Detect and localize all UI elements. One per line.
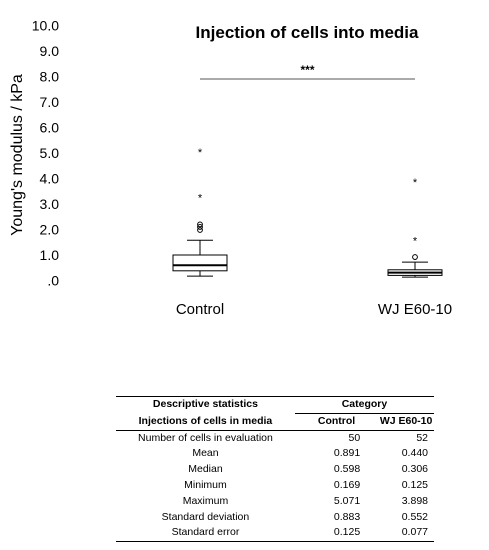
y-tick-label: 9.0 — [40, 43, 60, 59]
wj-value: 3.898 — [401, 494, 428, 507]
wj-value: 52 — [416, 431, 428, 444]
extreme-point: * — [413, 177, 418, 189]
x-category-label: Control — [176, 301, 224, 318]
row-label: Minimum — [184, 478, 227, 491]
row-label: Median — [188, 463, 223, 476]
table-row: Standard error 0.125 0.077 — [116, 525, 434, 543]
boxplot-chart: Injection of cells into media Young's mo… — [9, 18, 452, 319]
descriptive-statistics-table: Descriptive statistics Category Injectio… — [116, 396, 434, 543]
y-tick-label: 4.0 — [40, 171, 60, 187]
table-row: Median 0.598 0.306 — [116, 462, 434, 478]
significance-bracket: *** — [200, 63, 415, 80]
wj-value: 0.306 — [401, 463, 428, 476]
table-subtitle: Injections of cells in media — [116, 413, 295, 431]
x-category-label: WJ E60-10 — [378, 301, 452, 318]
y-tick-label: 5.0 — [40, 145, 60, 161]
y-axis: .0 1.0 2.0 3.0 4.0 5.0 6.0 7.0 8.0 9.0 10.0 — [32, 18, 59, 289]
y-tick-label: 8.0 — [40, 69, 60, 85]
y-tick-label: .0 — [47, 273, 59, 289]
y-tick-label: 6.0 — [40, 120, 60, 136]
outlier-point — [197, 227, 203, 233]
box-control: ** — [172, 147, 228, 277]
row-label: Standard error — [116, 525, 295, 543]
control-value: 5.071 — [333, 494, 361, 507]
boxes: **** — [172, 147, 443, 278]
row-label: Maximum — [182, 494, 229, 507]
table-row: Number of cells in evaluation 50 52 — [116, 430, 434, 446]
box-wj-e60-10: ** — [387, 177, 443, 278]
y-tick-label: 1.0 — [40, 247, 60, 263]
control-value: 0.125 — [294, 525, 379, 543]
table-row: Maximum 5.071 3.898 — [116, 494, 434, 510]
row-label: Mean — [192, 447, 219, 460]
extreme-point: * — [413, 236, 418, 248]
outlier-point — [197, 224, 203, 230]
iqr-box — [172, 254, 228, 272]
column-header-wj: WJ E60-10 — [378, 413, 434, 431]
y-tick-label: 2.0 — [40, 222, 60, 238]
table-row: Minimum 0.169 0.125 — [116, 478, 434, 494]
wj-value: 0.125 — [401, 478, 428, 491]
y-axis-label: Young's modulus / kPa — [9, 74, 26, 236]
table-row: Mean 0.891 0.440 — [116, 446, 434, 462]
y-tick-label: 10.0 — [32, 18, 59, 34]
control-value: 0.883 — [333, 510, 361, 523]
extreme-point: * — [198, 192, 203, 204]
outlier-point — [197, 221, 203, 228]
wj-value: 0.077 — [378, 525, 434, 543]
table-title: Descriptive statistics — [116, 396, 295, 414]
outlier-point — [412, 254, 418, 260]
wj-value: 0.552 — [401, 510, 428, 523]
control-value: 0.891 — [333, 447, 361, 460]
control-value: 0.169 — [333, 478, 361, 491]
extreme-point: * — [198, 147, 203, 159]
row-label: Number of cells in evaluation — [138, 431, 273, 444]
y-tick-label: 3.0 — [40, 196, 60, 212]
y-tick-label: 7.0 — [40, 94, 60, 110]
x-axis: Control WJ E60-10 — [176, 301, 452, 318]
table-row: Standard deviation 0.883 0.552 — [116, 510, 434, 526]
wj-value: 0.440 — [401, 447, 428, 460]
control-value: 50 — [348, 431, 361, 444]
significance-label: *** — [300, 63, 314, 77]
category-header: Category — [294, 396, 434, 414]
control-value: 0.598 — [333, 463, 361, 476]
chart-title: Injection of cells into media — [196, 23, 419, 42]
row-label: Standard deviation — [161, 510, 250, 523]
column-header-control: Control — [294, 413, 379, 431]
